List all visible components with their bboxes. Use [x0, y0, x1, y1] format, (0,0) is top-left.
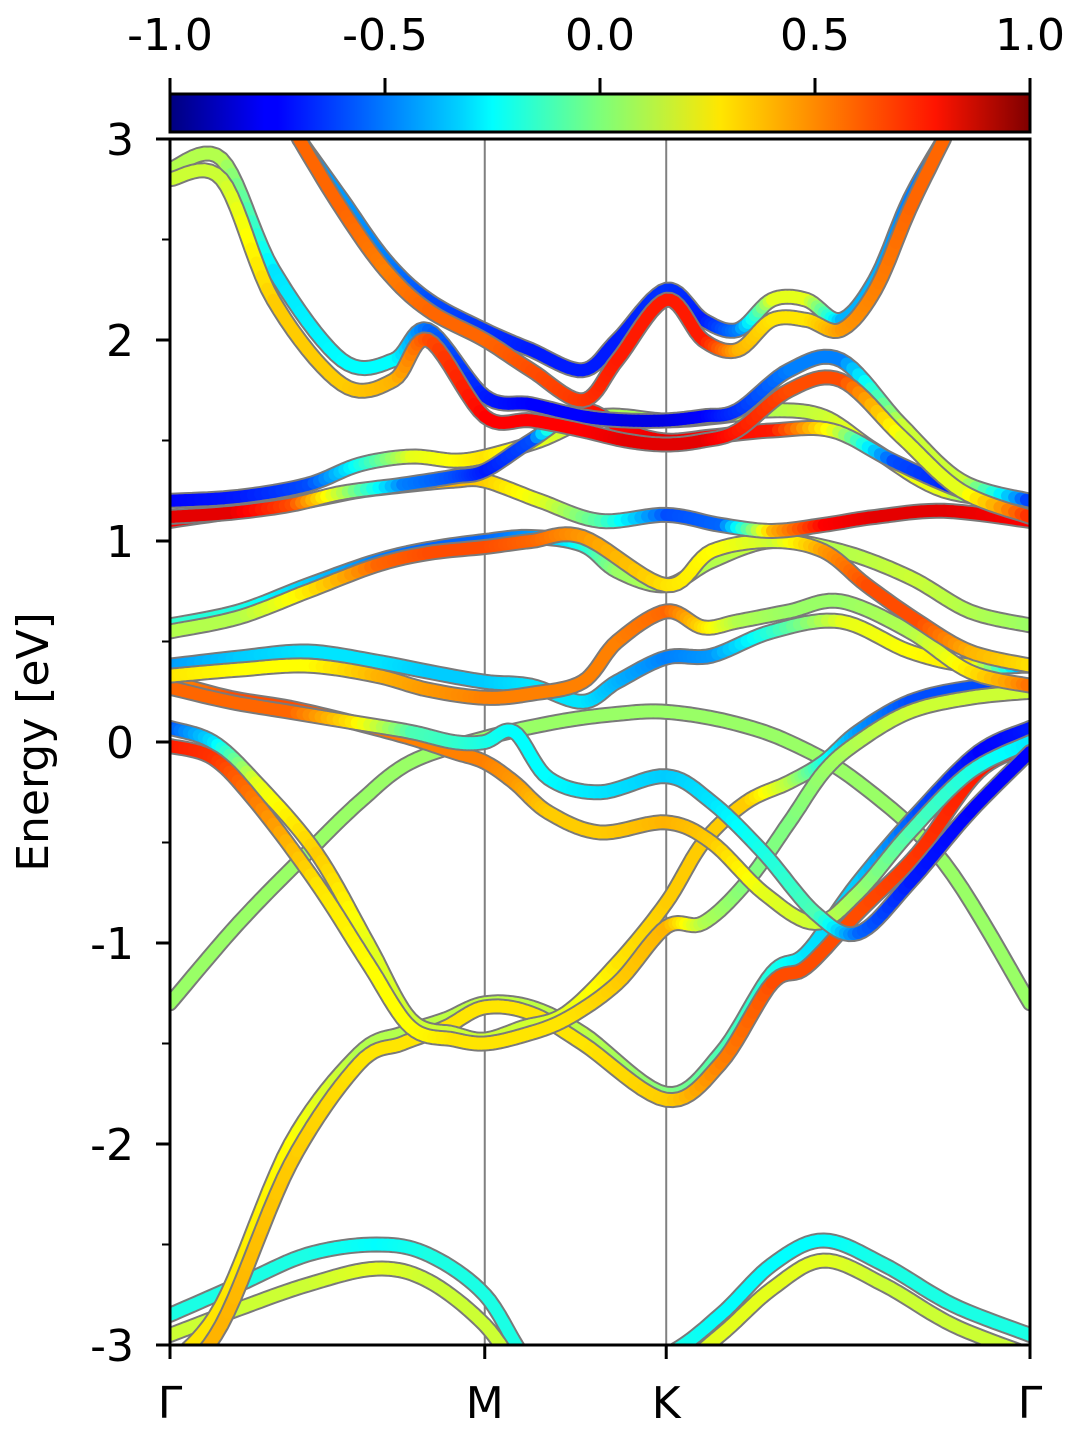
band-segment — [673, 1368, 679, 1372]
band-segment — [508, 1357, 512, 1364]
band-segment — [590, 1403, 598, 1405]
band-segment — [186, 1365, 191, 1370]
colorbar-tick-label: 0.5 — [780, 10, 850, 61]
x-tick-label: M — [466, 1378, 504, 1429]
y-tick-label: 1 — [106, 517, 134, 568]
band-segment — [606, 1397, 615, 1400]
band-segment — [531, 1365, 536, 1369]
band-lines — [170, 139, 1030, 1405]
band-segment — [560, 1403, 565, 1404]
band-segment — [1019, 1351, 1025, 1353]
band-segment — [522, 1376, 527, 1381]
band-segment — [583, 1384, 590, 1385]
band-segment — [598, 1380, 607, 1382]
band-segment — [606, 1377, 615, 1380]
band-segment — [173, 1359, 177, 1363]
band-segment — [526, 1381, 531, 1386]
band-segment — [545, 1376, 550, 1379]
band-19 — [291, 139, 952, 409]
band-segment — [695, 1352, 700, 1356]
y-tick-label: -3 — [90, 1321, 134, 1372]
band-segment — [531, 1385, 536, 1389]
band-segment — [624, 1370, 633, 1374]
band-10 — [170, 592, 1030, 706]
band-segment — [651, 1359, 659, 1363]
band-segment — [536, 1369, 541, 1373]
band-segment — [642, 1363, 651, 1367]
band-segment — [545, 1396, 550, 1399]
colorbar-tick-label: 0.0 — [565, 10, 635, 61]
band-segment — [550, 1379, 555, 1381]
y-tick-label: 0 — [106, 718, 134, 769]
y-tick-label: -1 — [90, 919, 134, 970]
band-segment — [699, 1341, 711, 1345]
band-segment — [671, 1341, 685, 1345]
band-segment — [583, 1404, 590, 1405]
band-segment — [170, 1362, 173, 1365]
band-segment — [536, 1389, 541, 1393]
band-segment — [690, 1356, 695, 1360]
y-tick-label: -2 — [90, 1120, 134, 1171]
band-6 — [170, 683, 1030, 1052]
band-segment — [679, 1364, 685, 1368]
band-segment — [181, 1370, 186, 1375]
x-tick-label: K — [652, 1378, 682, 1429]
colorbar-tick-label: 1.0 — [995, 10, 1065, 61]
band-segment — [624, 1390, 633, 1394]
band-segment — [642, 1383, 651, 1387]
band-segment — [555, 1381, 560, 1383]
band-segment — [615, 1374, 624, 1377]
x-tick-label: Γ — [1018, 1378, 1043, 1429]
band-segment — [192, 1359, 198, 1365]
band-segment — [565, 1404, 571, 1405]
x-tick-label: Γ — [158, 1378, 183, 1429]
y-axis-label: Energy [eV] — [8, 612, 59, 872]
band-segment — [526, 1360, 531, 1365]
band-segment — [182, 1344, 190, 1345]
band-segment — [517, 1370, 522, 1376]
colorbar-tick-label: -1.0 — [127, 10, 213, 61]
band-segment — [550, 1399, 555, 1401]
band-segment — [555, 1401, 560, 1403]
band-segment — [541, 1373, 546, 1376]
band-segment — [685, 1360, 690, 1364]
y-axis: -3 -2 -1 0 1 2 3 — [90, 115, 170, 1372]
band-8 — [170, 679, 1030, 943]
band-segment — [615, 1394, 624, 1397]
band-segment — [522, 1354, 527, 1360]
band-12 — [170, 526, 1030, 674]
band-17 — [170, 162, 1030, 525]
colorbar-gradient — [168, 92, 1032, 134]
band-segment — [565, 1384, 571, 1385]
band-segment — [633, 1387, 642, 1391]
band-1 — [170, 1232, 1030, 1385]
band-segment — [1007, 1342, 1021, 1345]
band-segment — [513, 1363, 518, 1369]
band-segment — [177, 1355, 181, 1359]
colorbar: -1.0 -0.5 0.0 0.5 1.0 — [127, 10, 1065, 134]
y-tick-label: 2 — [106, 316, 134, 367]
band-segment — [590, 1383, 598, 1385]
band-segment — [511, 1340, 524, 1345]
band-segment — [598, 1400, 607, 1402]
colorbar-tick-label: -0.5 — [342, 10, 428, 61]
band-segment — [197, 1352, 203, 1359]
plot-area: -3 -2 -1 0 1 2 3 Γ M K Γ — [90, 115, 1043, 1429]
band-segment — [633, 1366, 642, 1370]
band-segment — [666, 1372, 673, 1376]
band-segment — [500, 1343, 508, 1345]
band-segment — [541, 1393, 546, 1396]
band-segment — [560, 1383, 565, 1384]
y-tick-label: 3 — [106, 115, 134, 166]
colorbar-ticks: -1.0 -0.5 0.0 0.5 1.0 — [127, 10, 1065, 94]
band-2 — [170, 1252, 1026, 1405]
